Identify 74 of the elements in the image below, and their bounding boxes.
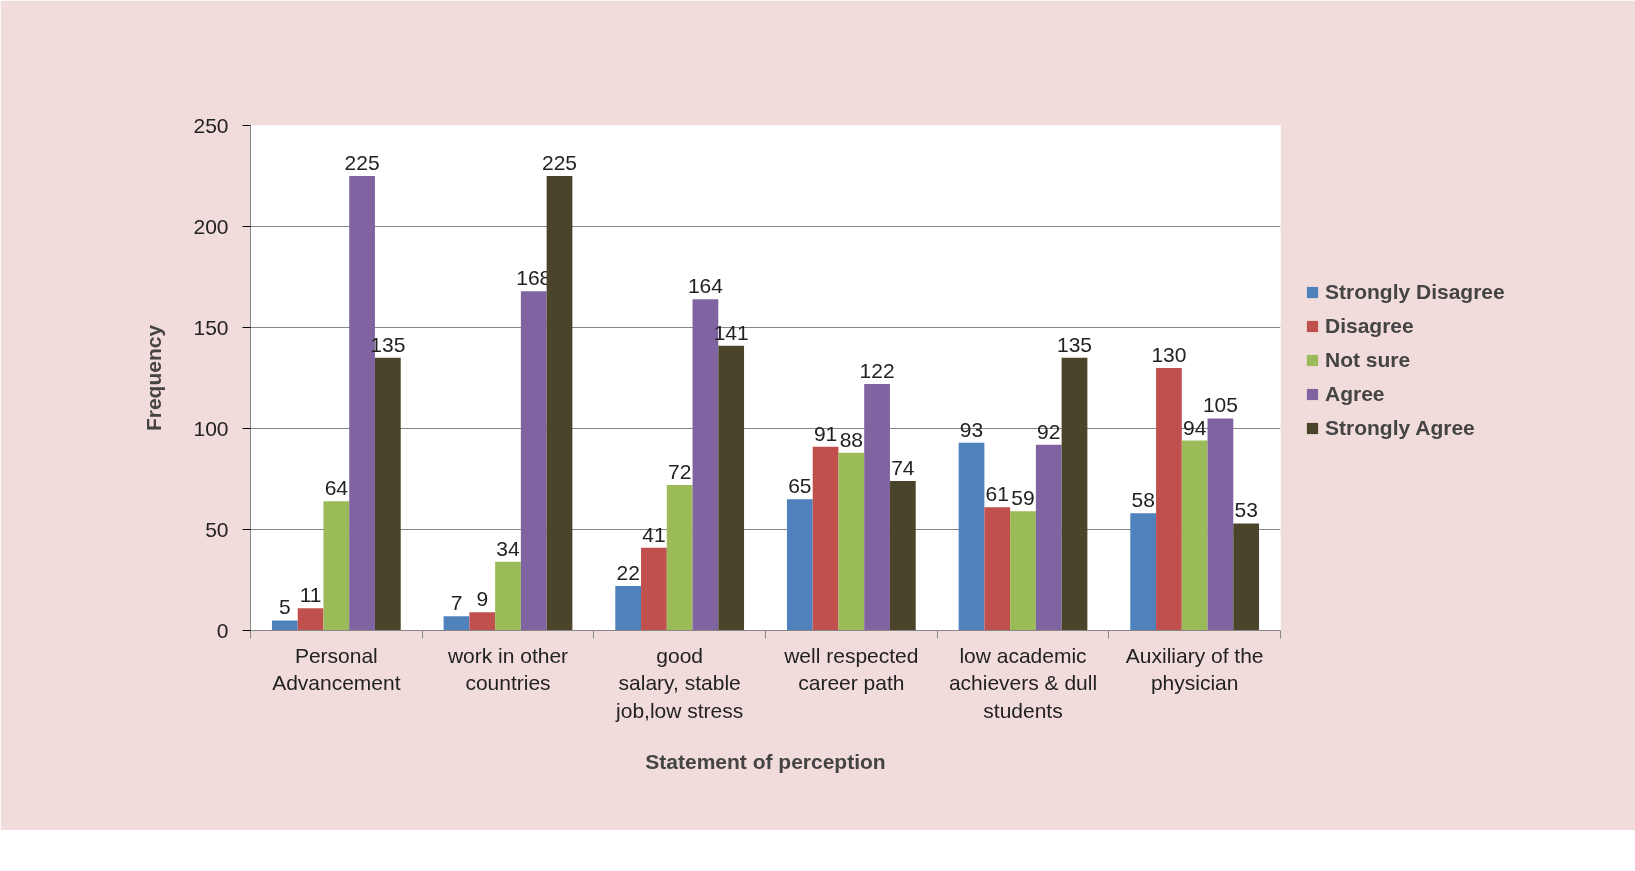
y-tick-label: 200 <box>193 214 229 238</box>
legend-label: Strongly Disagree <box>1325 280 1505 304</box>
y-axis-title: Frequency <box>142 324 166 432</box>
bar <box>443 616 470 631</box>
data-label: 59 <box>1011 486 1035 510</box>
bar <box>1181 440 1208 631</box>
bar <box>1035 444 1062 631</box>
x-tick-label: Auxiliary of the physician <box>1125 643 1264 695</box>
x-axis-title: Statement of perception <box>645 749 886 773</box>
data-label: 130 <box>1151 342 1187 366</box>
y-tick-label: 50 <box>205 517 229 541</box>
data-label: 135 <box>1056 332 1093 356</box>
data-label: 11 <box>299 583 322 607</box>
bar <box>641 547 667 631</box>
bar <box>718 345 745 631</box>
data-label: 225 <box>344 151 380 174</box>
bar <box>374 357 401 631</box>
bar <box>889 481 916 631</box>
y-tick-label: 100 <box>193 416 229 440</box>
legend-label: Agree <box>1325 382 1385 406</box>
bar <box>1130 513 1157 631</box>
data-label: 94 <box>1182 415 1207 439</box>
bar <box>1156 367 1182 631</box>
data-label: 22 <box>616 561 640 585</box>
bar <box>323 501 350 631</box>
bar <box>812 446 839 631</box>
bar <box>1207 418 1234 631</box>
data-label: 74 <box>891 456 915 480</box>
data-label: 88 <box>839 427 864 451</box>
bar <box>666 485 693 631</box>
bar <box>495 561 521 631</box>
data-label: 225 <box>541 151 578 174</box>
data-label: 58 <box>1131 488 1155 512</box>
data-label: 61 <box>985 482 1009 506</box>
data-label: 164 <box>687 274 724 298</box>
bar <box>1010 511 1036 631</box>
bar <box>615 586 642 631</box>
data-label: 5 <box>278 595 291 619</box>
data-label: 105 <box>1202 393 1238 417</box>
bar <box>297 608 324 631</box>
data-label: 9 <box>476 587 489 611</box>
data-label: 93 <box>959 417 984 441</box>
data-label: 72 <box>667 460 692 484</box>
data-label: 34 <box>496 536 520 560</box>
bar <box>271 620 298 631</box>
legend-label: Disagree <box>1325 314 1414 338</box>
bar <box>786 499 813 631</box>
bar <box>958 442 985 631</box>
bar <box>520 291 547 631</box>
x-tick-label: well respected career path <box>783 643 919 695</box>
data-label: 53 <box>1234 498 1258 522</box>
y-tick-label: 250 <box>193 113 229 137</box>
x-tick-label: good salary, stable job,low stress <box>615 643 744 722</box>
data-label: 92 <box>1037 419 1061 443</box>
bar <box>1061 357 1088 631</box>
data-label: 91 <box>813 421 838 445</box>
y-tick-label: 0 <box>216 618 229 642</box>
data-label: 64 <box>324 476 349 500</box>
x-tick-label: work in other countries <box>446 643 569 695</box>
bar <box>984 507 1011 631</box>
legend-label: Strongly Agree <box>1325 416 1475 440</box>
bar <box>469 612 496 631</box>
bar <box>864 384 890 631</box>
x-tick-label: low academic achievers & dull students <box>948 643 1098 722</box>
y-tick-label: 150 <box>193 315 229 339</box>
bar <box>1233 523 1260 631</box>
x-tick-label: Personal Advancement <box>272 643 401 695</box>
data-label: 41 <box>642 522 666 546</box>
data-label: 122 <box>859 359 895 383</box>
data-label: 7 <box>450 591 463 615</box>
bar <box>546 176 573 631</box>
legend-label: Not sure <box>1325 348 1411 372</box>
bar <box>838 452 865 631</box>
data-label: 65 <box>788 474 812 498</box>
